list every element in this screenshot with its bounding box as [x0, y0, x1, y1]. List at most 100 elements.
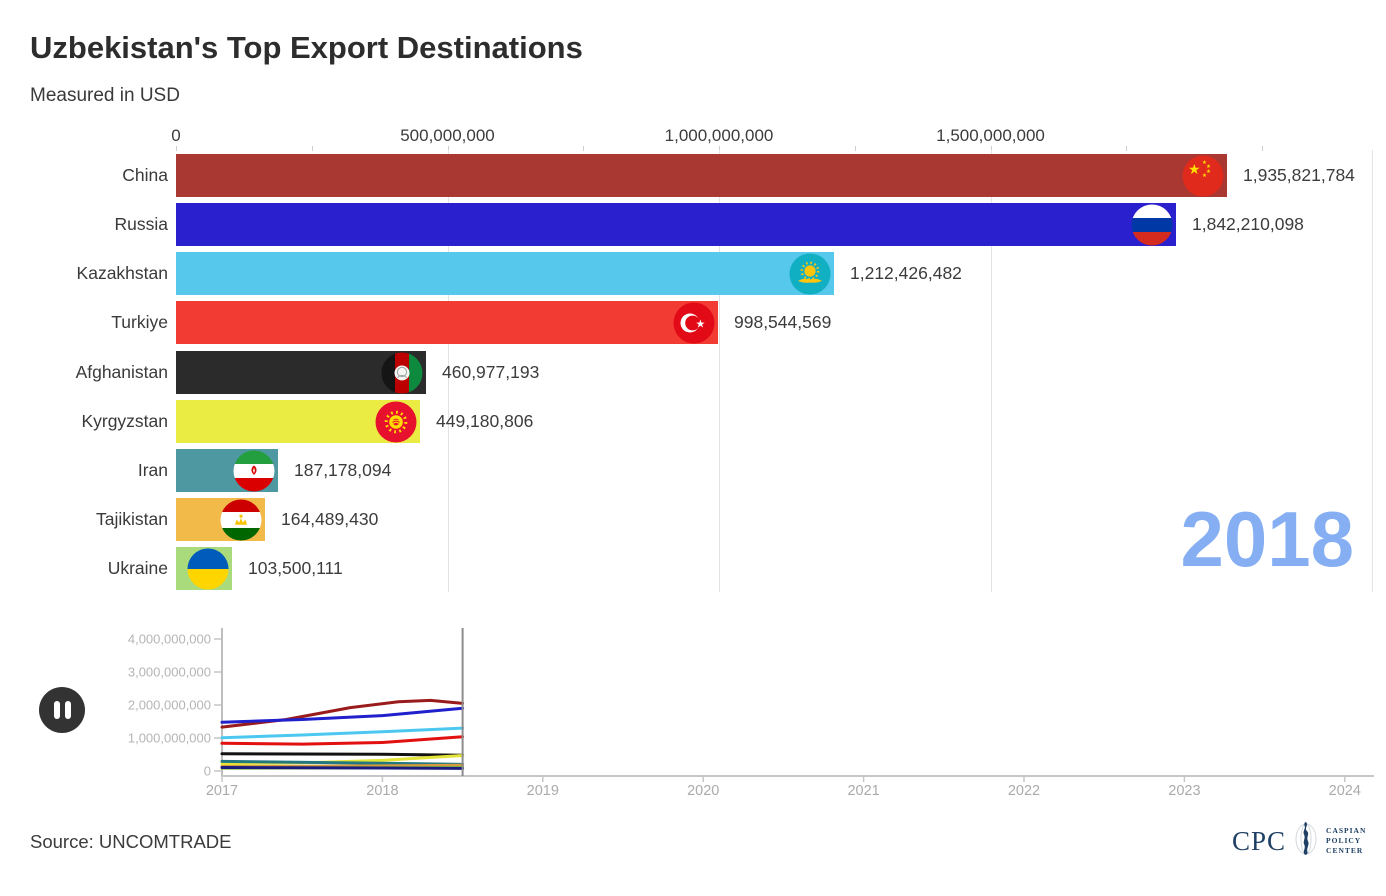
china-flag-icon: ★ ★ ★ ★ ★: [1182, 155, 1224, 197]
x-tick-label: 2024: [1329, 783, 1361, 799]
svg-text:★: ★: [1188, 161, 1201, 177]
chart-subtitle: Measured in USD: [30, 85, 180, 106]
country-label: Tajikistan: [96, 509, 168, 529]
bar-china: ★ ★ ★ ★ ★: [176, 154, 1227, 197]
y-tick-label: 3,000,000,000: [128, 665, 211, 680]
ukraine-flag-icon: [187, 548, 229, 590]
series-line-turkiye: [220, 735, 465, 746]
x-axis-minor-tick: [312, 146, 313, 151]
series-line-unlabeled: [220, 766, 465, 770]
bar-afghanistan: [176, 351, 426, 394]
series-line-afghanistan: [220, 752, 465, 757]
bar-tajikistan: [176, 498, 265, 541]
value-label: 187,178,094: [294, 460, 392, 480]
value-label: 1,935,821,784: [1243, 165, 1355, 185]
x-tick-label: 2023: [1168, 783, 1200, 799]
series-line-kazakhstan: [220, 726, 465, 740]
bar-row: Ukraine 103,500,111: [0, 547, 1386, 590]
x-tick-label: 2018: [366, 783, 398, 799]
x-axis-minor-tick: [176, 146, 177, 151]
cpc-logo-text: CPC: [1232, 825, 1287, 856]
x-axis-tick-label: 500,000,000: [400, 126, 495, 145]
x-axis-minor-tick: [583, 146, 584, 151]
cpc-logo-name: CASPIAN POLICY CENTER: [1326, 826, 1366, 856]
country-label: Turkiye: [111, 312, 168, 332]
country-label: China: [122, 165, 168, 185]
kyrgyzstan-flag-icon: [375, 401, 417, 443]
turkiye-flag-icon: ★: [673, 302, 715, 344]
bar-kyrgyzstan: [176, 400, 420, 443]
value-label: 449,180,806: [436, 411, 534, 431]
country-label: Russia: [114, 214, 169, 234]
value-label: 103,500,111: [248, 558, 343, 578]
x-axis-minor-tick: [448, 146, 449, 151]
source-attribution: Source: UNCOMTRADE: [30, 831, 232, 852]
svg-text:★: ★: [1202, 159, 1207, 166]
value-label: 1,212,426,482: [850, 263, 962, 283]
timeline-chart[interactable]: 0 1,000,000,000 2,000,000,000 3,000,000,000…: [0, 620, 1386, 806]
gridline: [448, 150, 449, 592]
x-axis-minor-tick: [1126, 146, 1127, 151]
bar-row: China ★ ★ ★ ★ ★ 1,935,821,784: [0, 154, 1386, 197]
svg-text:★: ★: [696, 318, 706, 330]
cpc-logo: CPC CASPIAN POLICY CENTER: [1232, 817, 1366, 865]
cpc-logo-name-line: CASPIAN: [1326, 825, 1367, 835]
country-label: Kyrgyzstan: [81, 411, 168, 431]
bar-iran: [176, 449, 278, 492]
russia-flag-icon: [1131, 204, 1173, 246]
y-tick-label: 2,000,000,000: [128, 698, 211, 713]
bar-turkiye: ★: [176, 301, 718, 344]
bar-kazakhstan: [176, 252, 834, 295]
bar-row: Iran 187,178,094: [0, 449, 1386, 492]
bar-ukraine: [176, 547, 232, 590]
value-label: 998,544,569: [734, 312, 832, 332]
y-tick-label: 4,000,000,000: [128, 632, 211, 647]
page-title: Uzbekistan's Top Export Destinations: [30, 30, 583, 65]
bar-row: Kyrgyzstan 449,180,806: [0, 400, 1386, 443]
x-tick-label: 2022: [1008, 783, 1040, 799]
series-line-china: [220, 698, 465, 729]
y-tick-label: 1,000,000,000: [128, 731, 211, 746]
x-axis-minor-tick: [1262, 146, 1263, 151]
pause-button[interactable]: [39, 687, 85, 733]
country-label: Iran: [137, 460, 168, 480]
plot-right-edge: [1372, 150, 1373, 592]
value-label: 1,842,210,098: [1192, 214, 1304, 234]
bar-russia: [176, 203, 1176, 246]
country-label: Afghanistan: [75, 362, 168, 382]
x-axis-tick-label: 1,500,000,000: [936, 126, 1045, 145]
x-tick-label: 2017: [206, 783, 238, 799]
tajikistan-flag-icon: [220, 499, 262, 541]
caspian-sea-icon: [1294, 819, 1318, 864]
x-axis-tick-label: 1,000,000,000: [664, 126, 774, 145]
cpc-logo-name-line: POLICY: [1326, 835, 1362, 845]
pause-icon: [39, 687, 85, 733]
x-axis-minor-tick: [991, 146, 992, 151]
bar-row: Turkiye ★ 998,544,569: [0, 301, 1386, 344]
value-label: 164,489,430: [281, 509, 379, 529]
year-label: 2018: [1180, 495, 1354, 583]
x-tick-label: 2021: [847, 783, 879, 799]
bar-row: Tajikistan 164,489,430: [0, 498, 1386, 541]
x-axis-minor-tick: [719, 146, 720, 151]
value-label: 460,977,193: [442, 362, 540, 382]
bar-row: Kazakhstan 1,212,426,482: [0, 252, 1386, 295]
bar-row: Russia 1,842,210,098: [0, 203, 1386, 246]
svg-text:★: ★: [1206, 163, 1211, 170]
country-label: Kazakhstan: [76, 263, 168, 283]
series-line-russia: [220, 706, 465, 724]
country-label: Ukraine: [107, 558, 168, 578]
svg-text:★: ★: [1206, 168, 1211, 175]
bar-row: Afghanistan 460,977,193: [0, 351, 1386, 394]
kazakhstan-flag-icon: [789, 253, 831, 295]
gridline: [719, 150, 720, 592]
afghanistan-flag-icon: [381, 352, 423, 394]
x-axis-minor-tick: [855, 146, 856, 151]
gridline: [991, 150, 992, 592]
y-tick-label: 0: [204, 764, 211, 779]
x-tick-label: 2020: [687, 783, 719, 799]
svg-text:★: ★: [1202, 172, 1207, 179]
cpc-logo-name-line: CENTER: [1326, 846, 1364, 856]
iran-flag-icon: [233, 450, 275, 492]
